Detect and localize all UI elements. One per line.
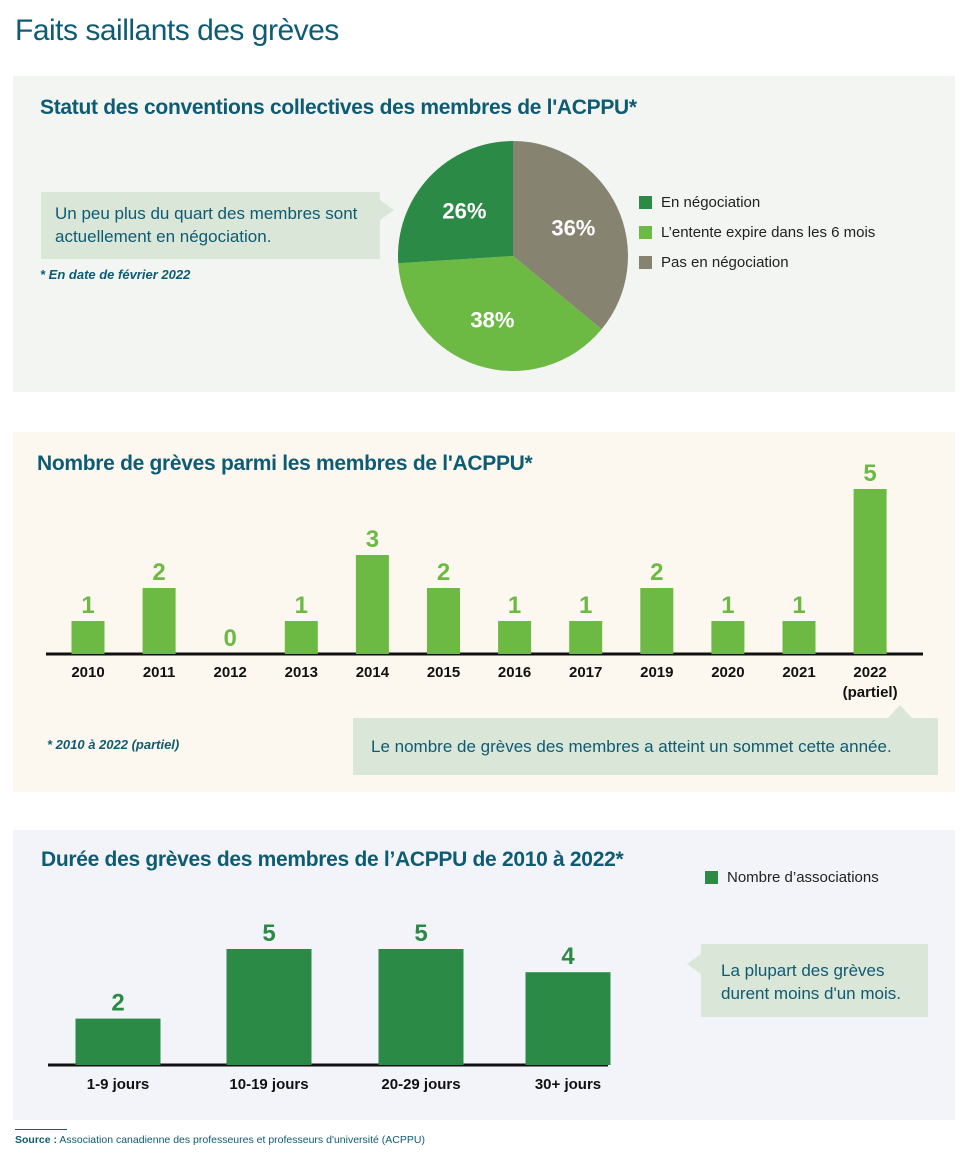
category-label-2019: 2019 — [640, 664, 673, 681]
category-label-2022: 2022 — [853, 664, 886, 681]
pie-legend: En négociation L’entente expire dans les … — [639, 187, 875, 277]
strikes-callout: Le nombre de grèves des membres a attein… — [353, 705, 938, 775]
duration-value-20-29-jours: 5 — [414, 920, 427, 947]
duration-callout: La plupart des grèves durent moins d'un … — [687, 944, 928, 1017]
source-note: Source : Association canadienne des prof… — [15, 1129, 955, 1146]
bar-2011 — [142, 588, 176, 654]
value-label-2019: 2 — [650, 559, 663, 586]
duration-category-1-9-jours: 1-9 jours — [87, 1076, 150, 1093]
value-label-2022: 5 — [863, 460, 876, 487]
duration-bar-20-29-jours — [378, 949, 464, 1065]
bar-2022 — [853, 489, 887, 654]
legend-item-l-entente-expire-dans-les-6-mois-swatch — [639, 225, 652, 239]
duration-bar-30-jours — [525, 972, 611, 1065]
strikes-per-year-bar-chart: 1 2010 2 2011 0 2012 1 2013 3 2014 2 2015 1 2016 1 2017… — [46, 460, 923, 701]
duration-category-20-29-jours: 20-29 jours — [381, 1076, 460, 1093]
agreements-status-title: Statut des conventions collectives des m… — [40, 96, 637, 119]
bar-2014 — [355, 555, 389, 654]
value-label-2012: 0 — [224, 625, 237, 652]
legend-item-nombre-d-associations-label: Nombre d’associations — [727, 868, 879, 886]
category-label-2013: 2013 — [285, 664, 318, 681]
value-label-2013: 1 — [295, 592, 308, 619]
agreements-pie-chart: 36% 38% 26% — [398, 141, 629, 372]
duration-legend: Nombre d’associations — [705, 862, 879, 892]
agreements-footnote: * En date de février 2022 — [40, 267, 191, 282]
strikes-per-year-title: Nombre de grèves parmi les membres de l'… — [37, 452, 533, 475]
bar-2019 — [640, 588, 674, 654]
pie-slice-pas-en-n-gociation — [513, 141, 629, 330]
category-label-2017: 2017 — [569, 664, 602, 681]
legend-item-l-entente-expire-dans-les-6-mois: L’entente expire dans les 6 mois — [639, 217, 875, 247]
value-label-2015: 2 — [437, 559, 450, 586]
pie-label-pas-en-n-gociation: 36% — [551, 216, 595, 241]
bar-2016 — [498, 621, 532, 654]
legend-item-en-n-gociation-label: En négociation — [661, 193, 761, 211]
value-label-2010: 1 — [81, 592, 94, 619]
duration-value-30-jours: 4 — [561, 943, 575, 970]
strikes-footnote: * 2010 à 2022 (partiel) — [47, 737, 180, 752]
value-label-2011: 2 — [152, 559, 165, 586]
legend-item-en-n-gociation-swatch — [639, 195, 652, 209]
legend-item-pas-en-n-gociation-label: Pas en négociation — [661, 253, 789, 271]
value-label-2017: 1 — [579, 592, 592, 619]
duration-value-1-9-jours: 2 — [111, 990, 124, 1017]
duration-bar-1-9-jours — [75, 1018, 161, 1065]
agreements-callout: Un peu plus du quart des membres sont ac… — [41, 192, 394, 259]
category-sublabel-2022: (partiel) — [843, 684, 898, 701]
category-label-2016: 2016 — [498, 664, 531, 681]
value-label-2021: 1 — [792, 592, 805, 619]
category-label-2012: 2012 — [214, 664, 247, 681]
strike-duration-panel: Durée des grèves des membres de l’ACPPU … — [13, 830, 955, 1120]
pie-label-l-entente-expire-dans-les-6-mois: 38% — [470, 307, 514, 332]
source-label: Source : — [15, 1134, 58, 1146]
bar-2010 — [71, 621, 105, 654]
value-label-2014: 3 — [366, 526, 379, 553]
agreements-status-panel: Statut des conventions collectives des m… — [13, 76, 955, 392]
strike-duration-bar-chart: 2 1-9 jours 5 10-19 jours 5 20-29 jours 4 30+ j… — [48, 920, 611, 1093]
legend-item-pas-en-n-gociation-swatch — [639, 255, 652, 269]
category-label-2020: 2020 — [711, 664, 744, 681]
source-text: Association canadienne des professeures … — [59, 1134, 425, 1146]
legend-item-l-entente-expire-dans-les-6-mois-label: L’entente expire dans les 6 mois — [661, 223, 876, 241]
value-label-2016: 1 — [508, 592, 521, 619]
category-label-2010: 2010 — [71, 664, 104, 681]
pie-slice-l-entente-expire-dans-les-6-mois — [398, 256, 602, 372]
strike-duration-title: Durée des grèves des membres de l’ACPPU … — [41, 848, 624, 871]
category-label-2021: 2021 — [782, 664, 815, 681]
legend-item-en-n-gociation: En négociation — [639, 187, 875, 217]
page-title: Faits saillants des grèves — [15, 14, 339, 47]
legend-item-nombre-d-associations-swatch — [705, 870, 718, 884]
duration-value-10-19-jours: 5 — [262, 920, 275, 947]
pie-label-en-n-gociation: 26% — [442, 198, 486, 223]
duration-category-30-jours: 30+ jours — [535, 1076, 601, 1093]
bar-2017 — [569, 621, 603, 654]
bar-2015 — [427, 588, 460, 654]
duration-bar-10-19-jours — [226, 949, 312, 1065]
category-label-2011: 2011 — [143, 664, 176, 681]
value-label-2020: 1 — [721, 592, 734, 619]
category-label-2014: 2014 — [356, 664, 390, 681]
legend-item-pas-en-n-gociation: Pas en négociation — [639, 247, 875, 277]
bar-2020 — [711, 621, 745, 654]
bar-2021 — [782, 621, 816, 654]
category-label-2015: 2015 — [427, 664, 460, 681]
strikes-per-year-panel: Nombre de grèves parmi les membres de l'… — [13, 432, 955, 792]
pie-slice-en-n-gociation — [398, 141, 513, 264]
bar-2013 — [284, 621, 318, 654]
legend-item-nombre-d-associations: Nombre d’associations — [705, 862, 879, 892]
duration-category-10-19-jours: 10-19 jours — [229, 1076, 308, 1093]
